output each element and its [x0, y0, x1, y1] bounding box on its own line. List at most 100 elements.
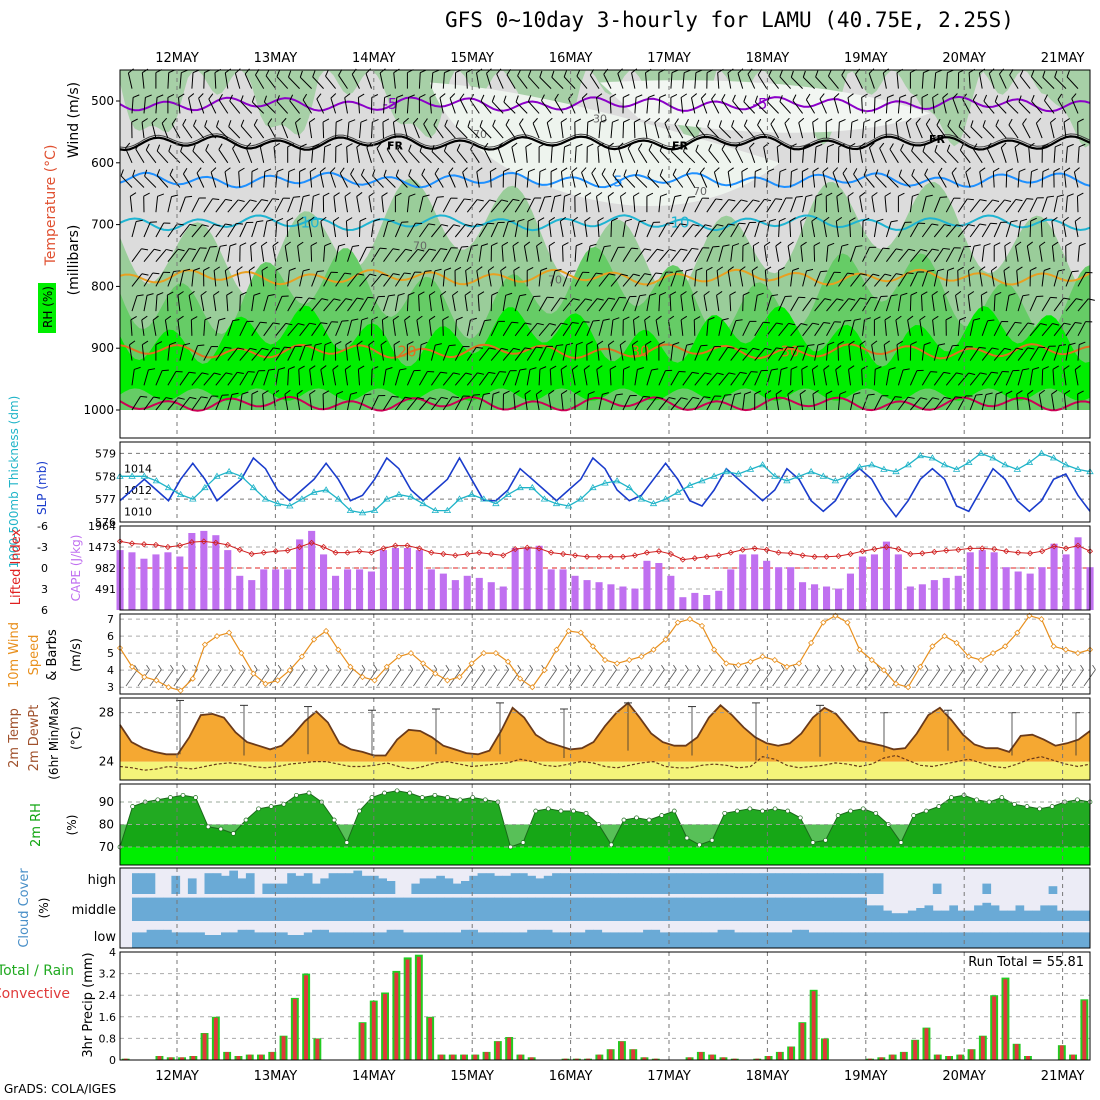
wind-barb — [456, 144, 468, 164]
precip-convective-bar — [236, 1056, 241, 1060]
wind-barb-flag — [744, 391, 752, 395]
wind-barb-shaft — [203, 346, 212, 361]
wind-barb — [754, 95, 768, 114]
precip-convective-bar — [450, 1054, 455, 1060]
wind-barb — [549, 365, 557, 386]
wind-barb — [379, 68, 386, 89]
wind-barb-flag — [775, 241, 782, 247]
wind-barb-flag — [714, 345, 722, 348]
precip-convective-bar — [721, 1057, 726, 1060]
wind-barb — [909, 291, 918, 312]
wind-barb — [347, 318, 359, 336]
wind-barb — [200, 290, 207, 312]
wind-barb-shaft — [667, 319, 672, 336]
wind-barb-shaft — [191, 72, 194, 89]
wind-barb-flag — [742, 242, 750, 247]
wind-barb-flag — [421, 168, 426, 175]
wind-barb-flag — [560, 365, 568, 370]
wind-barb — [166, 291, 174, 312]
wind-barb-flag — [576, 341, 583, 346]
wind-barb — [514, 218, 525, 238]
wind-barb-flag — [1016, 347, 1023, 351]
wind-barb — [979, 266, 986, 287]
wind-barb-shaft — [478, 347, 490, 361]
wind-barb-flag — [835, 216, 843, 222]
wind-barb — [407, 397, 425, 411]
wind-barb-flag — [273, 142, 280, 148]
wind-barb-flag — [408, 193, 416, 197]
wind-barb — [188, 93, 195, 114]
wind-speed-point — [238, 650, 245, 657]
cloud-cell — [378, 878, 387, 894]
wind-barb-shaft — [922, 151, 935, 164]
wind-barb-flag — [524, 347, 532, 350]
cloud-cell — [709, 873, 718, 894]
wind-barb-flag — [177, 315, 184, 321]
cloud-cell — [336, 897, 346, 921]
wind-barb-flag — [408, 94, 415, 98]
wind-barb — [730, 319, 743, 336]
cape-bar — [308, 530, 316, 610]
wind-barb-flag — [1000, 221, 1008, 223]
wind-barb-shaft — [143, 272, 154, 287]
wind-barb-flag — [130, 192, 137, 197]
wind-barb-flag — [1067, 143, 1074, 148]
wind-barb-shaft — [316, 98, 325, 114]
wind-barb — [1041, 296, 1058, 312]
wind-barb-shaft — [299, 322, 310, 337]
wind-barb — [826, 242, 835, 262]
wind-barb-shaft — [335, 122, 337, 139]
wind-barb-flag — [301, 664, 306, 670]
wind-barb-flag — [483, 142, 489, 149]
wind-barb-shaft — [1065, 146, 1068, 163]
wind-barb-10m — [616, 664, 629, 687]
wind-barb — [1050, 117, 1056, 139]
wind-barb — [311, 193, 320, 213]
wind-barb-flag — [948, 664, 953, 670]
rh-point — [974, 797, 979, 803]
wind-barb-shaft — [633, 319, 636, 336]
cloud-cell — [187, 932, 197, 948]
wind-barb — [1063, 167, 1071, 188]
precip-convective-bar — [281, 1036, 286, 1060]
cloud-cell — [138, 897, 147, 921]
wind-barb — [969, 317, 981, 336]
wind-barb-flag — [251, 95, 255, 103]
wind-barb-shaft — [239, 371, 249, 386]
wind-barb — [141, 118, 148, 139]
wind-barb-shaft — [151, 122, 157, 139]
rh-point — [268, 804, 274, 809]
thickness-point — [455, 495, 464, 502]
cloud-cell — [651, 873, 661, 894]
cape-bar — [811, 584, 819, 610]
wind-barb-shaft — [838, 245, 843, 262]
wind-barb-shaft — [933, 248, 944, 262]
wind-barb — [1016, 390, 1023, 411]
wind-barb-shaft — [1029, 296, 1038, 312]
cloud-cell — [593, 873, 603, 894]
wind-barb — [981, 243, 991, 262]
wind-barb-flag — [787, 389, 794, 395]
wind-barb-flag — [819, 93, 825, 100]
wind-barb-flag — [398, 292, 405, 296]
wind-barb-flag — [213, 372, 221, 376]
thickness-point — [868, 461, 876, 468]
cloud-cell — [328, 873, 338, 894]
wind-barb — [586, 118, 595, 139]
wind-barb-shaft — [191, 247, 201, 262]
wind-speed-point — [1062, 646, 1069, 653]
wind-barb-flag — [1050, 117, 1056, 123]
li-tick: -6 — [37, 520, 48, 533]
wind-barb — [694, 396, 711, 411]
wind-barb-flag — [527, 217, 535, 222]
wind-barb-shaft — [620, 196, 624, 213]
wind-barb — [265, 69, 277, 89]
cloud-cell — [196, 932, 205, 948]
wind-barb — [622, 247, 639, 262]
cloud-cell — [891, 913, 901, 921]
wind-barb-shaft — [554, 99, 564, 114]
wind-barb-flag — [572, 365, 579, 370]
wind-barb — [562, 143, 571, 163]
wind-barb-shaft — [275, 323, 287, 337]
wind-barb-shaft — [502, 321, 513, 337]
